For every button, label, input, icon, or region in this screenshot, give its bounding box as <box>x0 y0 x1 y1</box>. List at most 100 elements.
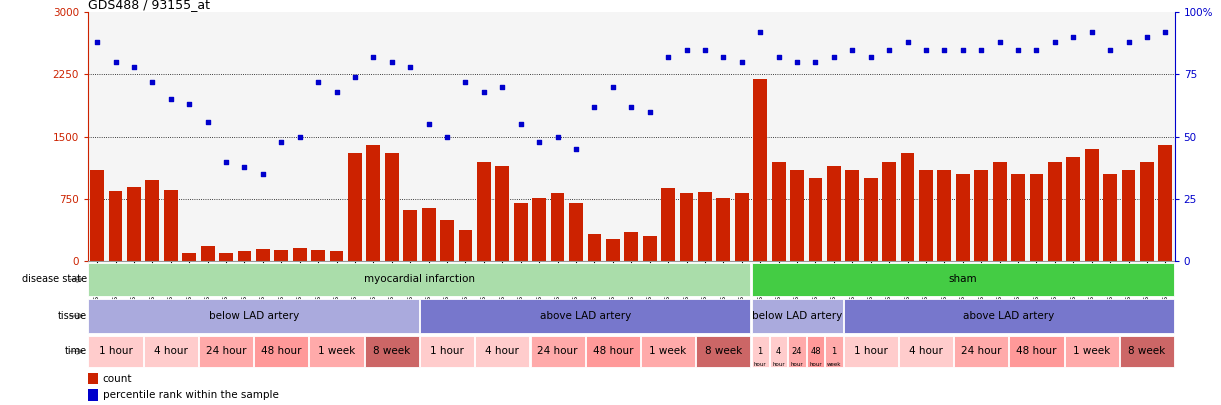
Bar <box>587 234 601 261</box>
Bar <box>420 299 751 333</box>
Bar <box>256 249 270 261</box>
Point <box>1045 39 1065 45</box>
Bar <box>1066 158 1081 261</box>
Text: 1 hour: 1 hour <box>853 346 888 356</box>
Point <box>1027 46 1046 53</box>
Point <box>824 54 844 60</box>
Bar <box>901 153 915 261</box>
Bar <box>1029 174 1044 261</box>
Bar <box>772 162 785 261</box>
Bar <box>1159 145 1172 261</box>
Point <box>842 46 862 53</box>
Bar <box>844 299 1175 333</box>
Bar <box>790 170 803 261</box>
Point <box>419 121 438 128</box>
Text: time: time <box>65 346 87 356</box>
Text: myocardial infarction: myocardial infarction <box>364 275 475 284</box>
Bar <box>532 198 546 261</box>
Bar <box>662 188 675 261</box>
Point <box>510 121 530 128</box>
Bar <box>606 239 620 261</box>
Bar <box>569 203 582 261</box>
Bar <box>752 335 769 367</box>
Bar <box>348 153 361 261</box>
Point <box>713 54 733 60</box>
Point <box>125 64 144 70</box>
Point <box>990 39 1010 45</box>
Text: 24 hour: 24 hour <box>206 346 247 356</box>
Bar <box>827 166 841 261</box>
Point <box>972 46 991 53</box>
Point <box>769 54 789 60</box>
Bar <box>88 335 143 367</box>
Bar <box>182 253 197 261</box>
Bar <box>770 335 788 367</box>
Bar <box>642 237 657 261</box>
Bar <box>88 299 419 333</box>
Bar <box>1048 162 1062 261</box>
Point <box>1009 46 1028 53</box>
Point <box>492 84 512 90</box>
Bar <box>825 335 842 367</box>
Point <box>88 39 107 45</box>
Text: 1 hour: 1 hour <box>430 346 464 356</box>
Bar <box>145 180 159 261</box>
Text: 8 week: 8 week <box>1128 346 1166 356</box>
Bar <box>275 249 288 261</box>
Text: 4 hour: 4 hour <box>486 346 519 356</box>
Bar <box>530 335 585 367</box>
Text: week: week <box>827 362 841 367</box>
Bar <box>752 263 1175 296</box>
Bar <box>899 335 954 367</box>
Text: GDS488 / 93155_at: GDS488 / 93155_at <box>88 0 210 11</box>
Bar <box>1104 174 1117 261</box>
Text: 4 hour: 4 hour <box>154 346 188 356</box>
Bar <box>477 162 491 261</box>
Bar <box>1010 335 1063 367</box>
Text: 4 hour: 4 hour <box>908 346 943 356</box>
Point <box>530 139 549 145</box>
Bar <box>551 193 564 261</box>
Bar <box>144 335 198 367</box>
Bar <box>1011 174 1024 261</box>
Point <box>271 139 291 145</box>
Text: 48 hour: 48 hour <box>592 346 634 356</box>
Bar <box>641 335 695 367</box>
Point <box>364 54 383 60</box>
Text: percentile rank within the sample: percentile rank within the sample <box>103 390 278 400</box>
Bar <box>938 170 951 261</box>
Point <box>400 64 420 70</box>
Bar <box>956 174 969 261</box>
Point <box>474 89 493 95</box>
Point <box>751 29 770 35</box>
Bar <box>753 79 767 261</box>
Point <box>1118 39 1138 45</box>
Point <box>179 101 199 108</box>
Point <box>897 39 917 45</box>
Bar <box>88 263 751 296</box>
Bar <box>219 253 233 261</box>
Point <box>1100 46 1120 53</box>
Text: 1 hour: 1 hour <box>99 346 132 356</box>
Text: 4: 4 <box>777 347 781 356</box>
Point <box>198 119 217 125</box>
Text: hour: hour <box>810 362 822 367</box>
Bar <box>863 178 878 261</box>
Bar <box>624 232 639 261</box>
Text: 1 week: 1 week <box>650 346 686 356</box>
Point <box>437 134 457 140</box>
Bar <box>420 335 474 367</box>
Text: sham: sham <box>949 275 977 284</box>
Bar <box>90 170 104 261</box>
Bar <box>696 335 751 367</box>
Point <box>954 46 973 53</box>
Text: 1: 1 <box>832 347 836 356</box>
Bar <box>954 335 1009 367</box>
Bar <box>496 166 509 261</box>
Point <box>289 134 309 140</box>
Bar <box>1122 170 1136 261</box>
Bar <box>514 203 527 261</box>
Bar <box>845 170 860 261</box>
Text: above LAD artery: above LAD artery <box>540 311 631 321</box>
Point <box>640 109 659 115</box>
